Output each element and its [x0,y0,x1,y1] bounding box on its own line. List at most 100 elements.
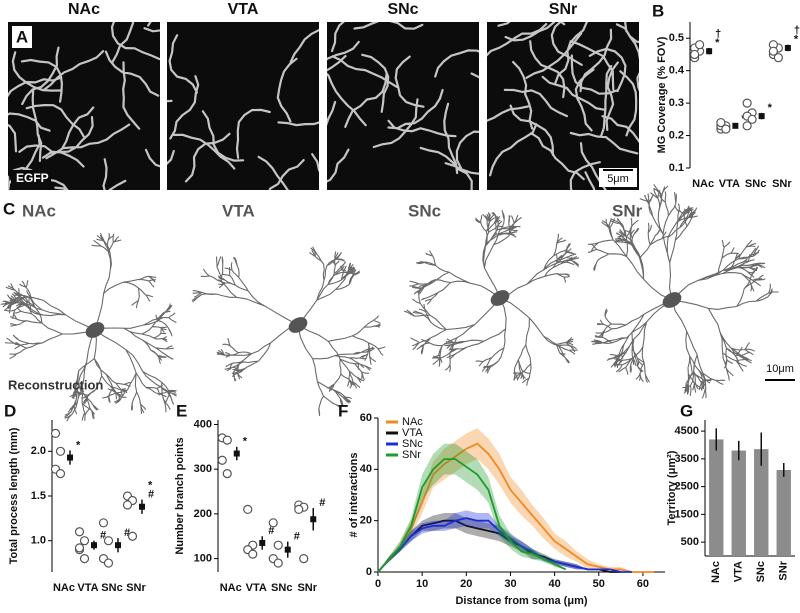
data-point [294,504,304,515]
data-point [773,53,783,63]
y-axis-label: MG Coverage (% FOV) [656,36,668,153]
error-band [493,519,505,540]
panel-letter: A [16,27,28,46]
data-point [273,540,283,550]
error-band [504,465,516,510]
caption: Reconstruction [8,377,103,392]
mean-marker [67,454,73,461]
mean-marker [115,542,121,549]
mean-marker [259,539,266,546]
reconstruction [403,210,580,386]
legend-label: SNc [402,438,423,450]
data-point [768,46,778,56]
stain-label: EGFP [16,171,49,185]
data-point [55,469,66,479]
data-point [217,455,227,465]
legend-label: SNr [402,449,421,461]
region-title: NAc [22,201,56,220]
x-tick-label: NAc [220,582,242,594]
reconstruction [0,232,177,422]
data-point [273,558,283,568]
data-point [222,435,232,445]
soma [662,292,682,308]
x-tick-label: SNc [755,561,767,582]
y-axis-label: Territory (μm²) [666,450,678,525]
x-tick-label: 50 [593,578,605,590]
bar [709,439,724,556]
x-tick-label: 0 [375,578,381,590]
x-tick-label: SNr [778,560,790,580]
soma [85,322,105,338]
y-tick-label: 0.1 [669,162,684,174]
annotation: * [243,436,248,448]
annotation: * [715,37,720,49]
y-tick-label: 500 [681,536,699,548]
data-point [721,124,731,134]
annotation: * [794,34,799,46]
bar [754,449,769,556]
microglia-process [327,22,479,190]
x-tick-label: SNc [101,582,122,594]
x-tick-label: 20 [460,578,472,590]
y-tick-label: 20 [360,515,372,527]
panel-letter: E [176,401,187,420]
annotation: # [124,527,130,539]
y-tick-label: 4500 [675,425,699,437]
data-point [716,117,726,128]
data-point [690,49,700,60]
mean-marker [139,503,145,510]
microglia-process [8,22,160,190]
microglia-process [167,28,319,190]
annotation: † [715,28,721,40]
annotation: † [794,25,800,37]
soma [288,317,308,333]
x-tick-label: SNc [271,582,292,594]
data-point [127,531,138,541]
x-tick-label: SNr [297,582,317,594]
annotation: # [268,525,274,537]
annotation: * [768,102,773,114]
x-tick-label: SNr [126,582,146,594]
reconstruction [587,184,779,399]
legend-label: NAc [402,416,423,428]
letter-box [12,26,32,48]
data-point [742,121,752,131]
mean-marker [91,542,97,549]
x-tick-label: VTA [246,582,267,594]
y-tick-label: 3500 [675,453,699,465]
annotation: # [100,530,106,542]
y-tick-label: 0.5 [669,32,684,44]
x-tick-label: NAc [692,178,714,190]
annotation: # [294,531,300,543]
y-tick-label: 1.0 [31,535,46,547]
region-title: SNc [408,201,441,220]
scale-label: 10μm [766,363,794,375]
error-band [504,524,516,553]
data-point [742,98,752,108]
error-band [416,518,428,537]
error-band [449,513,461,531]
mean-marker [732,122,739,129]
y-tick-label: 2.0 [31,445,46,457]
series-line [377,458,567,573]
data-point [50,428,61,439]
data-point [98,518,109,528]
x-tick-label: NAc [53,582,75,594]
data-point [695,40,705,50]
data-point [122,500,133,510]
region-title: SNr [612,201,643,220]
y-tick-label: 1.5 [31,490,46,502]
y-tick-label: 2500 [675,481,699,493]
mean-marker [233,450,240,457]
y-tick-label: 60 [360,412,372,424]
x-tick-label: VTA [733,561,745,582]
y-axis-label: Number branch points [174,437,186,554]
x-tick-label: 10 [416,578,428,590]
panel-letter: D [4,401,16,420]
x-tick-label: VTA [719,178,740,190]
data-point [79,553,90,564]
panel-letter: C [3,199,15,218]
annotation: # [319,497,325,509]
error-band [549,525,561,553]
